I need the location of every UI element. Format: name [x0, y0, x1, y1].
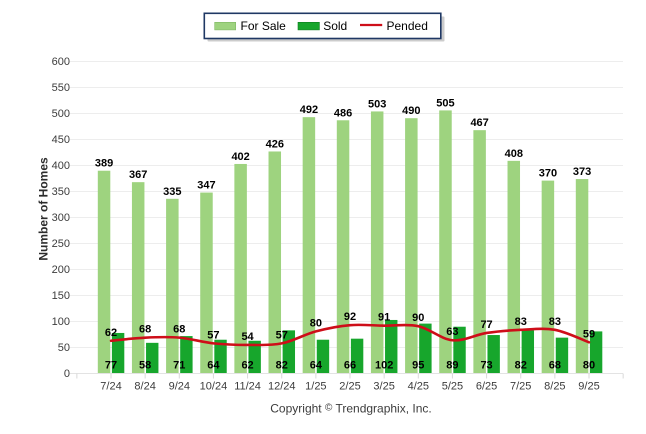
svg-text:347: 347 — [197, 180, 215, 192]
svg-text:82: 82 — [515, 360, 527, 372]
svg-text:600: 600 — [52, 56, 70, 68]
svg-text:9/25: 9/25 — [578, 381, 599, 393]
svg-text:83: 83 — [549, 316, 561, 328]
svg-text:For Sale: For Sale — [241, 19, 287, 33]
svg-text:102: 102 — [375, 360, 393, 372]
svg-text:492: 492 — [300, 104, 318, 116]
svg-text:550: 550 — [52, 82, 70, 94]
svg-text:91: 91 — [378, 312, 390, 324]
svg-text:73: 73 — [480, 360, 492, 372]
svg-text:350: 350 — [52, 186, 70, 198]
svg-text:7/24: 7/24 — [100, 381, 121, 393]
svg-text:80: 80 — [583, 360, 595, 372]
svg-text:335: 335 — [163, 186, 181, 198]
svg-text:66: 66 — [344, 360, 356, 372]
svg-text:64: 64 — [207, 360, 220, 372]
svg-text:Number of Homes: Number of Homes — [37, 157, 51, 261]
svg-text:4/25: 4/25 — [408, 381, 429, 393]
svg-text:2/25: 2/25 — [339, 381, 360, 393]
svg-text:426: 426 — [266, 138, 284, 150]
svg-text:82: 82 — [276, 360, 288, 372]
svg-text:50: 50 — [58, 342, 70, 354]
svg-text:68: 68 — [139, 324, 151, 336]
svg-text:62: 62 — [241, 360, 253, 372]
svg-text:95: 95 — [412, 360, 424, 372]
svg-text:373: 373 — [573, 166, 591, 178]
svg-text:11/24: 11/24 — [234, 381, 261, 393]
svg-text:8/24: 8/24 — [134, 381, 155, 393]
svg-text:150: 150 — [52, 290, 70, 302]
svg-text:Copyright © Trendgraphix, Inc.: Copyright © Trendgraphix, Inc. — [270, 402, 431, 416]
svg-text:467: 467 — [470, 117, 488, 129]
svg-text:503: 503 — [368, 98, 386, 110]
svg-text:490: 490 — [402, 105, 420, 117]
svg-text:10/24: 10/24 — [200, 381, 228, 393]
svg-text:1/25: 1/25 — [305, 381, 326, 393]
svg-text:92: 92 — [344, 311, 356, 323]
svg-text:300: 300 — [52, 212, 70, 224]
svg-text:367: 367 — [129, 169, 147, 181]
svg-text:71: 71 — [173, 360, 185, 372]
svg-text:402: 402 — [231, 151, 249, 163]
svg-text:77: 77 — [105, 360, 117, 372]
svg-text:100: 100 — [52, 316, 70, 328]
svg-text:54: 54 — [241, 331, 254, 343]
svg-text:500: 500 — [52, 108, 70, 120]
svg-text:59: 59 — [583, 328, 595, 340]
svg-text:68: 68 — [549, 360, 561, 372]
svg-text:8/25: 8/25 — [544, 381, 565, 393]
svg-text:57: 57 — [207, 329, 219, 341]
svg-text:400: 400 — [52, 160, 70, 172]
svg-text:250: 250 — [52, 238, 70, 250]
svg-text:57: 57 — [276, 329, 288, 341]
svg-text:90: 90 — [412, 312, 424, 324]
svg-text:9/24: 9/24 — [169, 381, 190, 393]
svg-text:83: 83 — [515, 316, 527, 328]
svg-text:58: 58 — [139, 360, 151, 372]
svg-text:6/25: 6/25 — [476, 381, 497, 393]
svg-text:63: 63 — [446, 326, 458, 338]
svg-text:64: 64 — [310, 360, 323, 372]
svg-text:3/25: 3/25 — [373, 381, 394, 393]
svg-text:62: 62 — [105, 327, 117, 339]
svg-text:370: 370 — [539, 168, 557, 180]
svg-text:68: 68 — [173, 324, 185, 336]
svg-text:7/25: 7/25 — [510, 381, 531, 393]
svg-text:408: 408 — [505, 148, 523, 160]
svg-text:80: 80 — [310, 317, 322, 329]
svg-text:Sold: Sold — [323, 19, 347, 33]
svg-text:5/25: 5/25 — [442, 381, 463, 393]
svg-text:0: 0 — [64, 368, 70, 380]
svg-text:505: 505 — [436, 97, 454, 109]
svg-text:89: 89 — [446, 360, 458, 372]
svg-text:389: 389 — [95, 158, 113, 170]
svg-text:486: 486 — [334, 107, 352, 119]
svg-text:200: 200 — [52, 264, 70, 276]
svg-text:Pended: Pended — [387, 19, 428, 33]
svg-text:450: 450 — [52, 134, 70, 146]
svg-text:77: 77 — [480, 319, 492, 331]
svg-text:12/24: 12/24 — [268, 381, 296, 393]
